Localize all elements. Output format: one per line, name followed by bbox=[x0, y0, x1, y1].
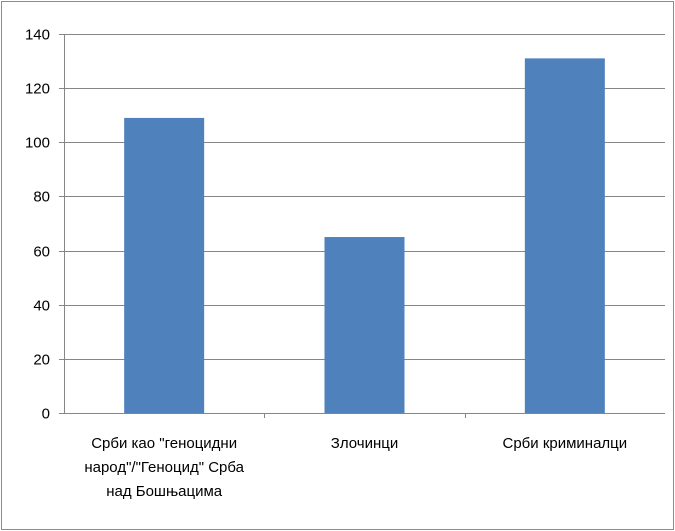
category-label-2: Злочинци bbox=[331, 435, 398, 452]
category-label-3: Срби криминалци bbox=[503, 435, 628, 452]
category-label-line: Срби криминалци bbox=[503, 435, 628, 452]
bar-2 bbox=[324, 237, 405, 413]
y-tick-label-20: 20 bbox=[33, 352, 50, 369]
category-label-line: Срби као "геноцидни bbox=[91, 435, 237, 452]
y-tick-label-60: 60 bbox=[33, 244, 50, 261]
category-label-1: Срби као "геноцидни народ"/"Геноцид" Срба… bbox=[84, 435, 244, 500]
axes bbox=[59, 34, 665, 418]
y-tick-label-40: 40 bbox=[33, 298, 50, 315]
y-tick-label-120: 120 bbox=[25, 81, 50, 98]
bar-3 bbox=[524, 58, 605, 413]
y-tick-label-80: 80 bbox=[33, 189, 50, 206]
y-tick-label-0: 0 bbox=[42, 406, 50, 423]
category-label-line: над Бошњацима bbox=[106, 483, 223, 500]
bars bbox=[124, 58, 605, 414]
y-tick-label-140: 140 bbox=[25, 27, 50, 44]
category-labels: Срби као "геноцидни народ"/"Геноцид" Срба… bbox=[84, 435, 627, 500]
y-tick-labels: 0 20 40 60 80 100 120 140 bbox=[25, 27, 50, 423]
y-tick-label-100: 100 bbox=[25, 135, 50, 152]
bar-1 bbox=[124, 117, 205, 414]
category-label-line: народ"/"Геноцид" Срба bbox=[84, 459, 244, 476]
category-label-line: Злочинци bbox=[331, 435, 398, 452]
